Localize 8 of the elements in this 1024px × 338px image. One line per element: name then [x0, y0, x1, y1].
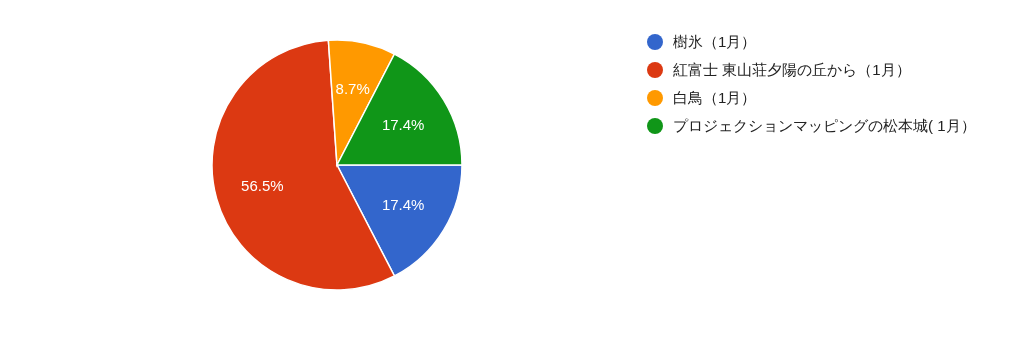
legend-label: 白鳥（1月）	[673, 89, 757, 106]
data-label: 56.5%	[241, 176, 284, 194]
legend-label: プロジェクションマッピングの松本城( 1月）	[673, 117, 976, 134]
legend-label: 紅富士 東山荘夕陽の丘から（1月）	[673, 61, 911, 78]
legend-label: 樹氷（1月）	[673, 33, 757, 50]
data-label: 8.7%	[335, 80, 370, 98]
data-label: 17.4%	[381, 115, 425, 133]
data-label: 17.4%	[381, 196, 425, 214]
